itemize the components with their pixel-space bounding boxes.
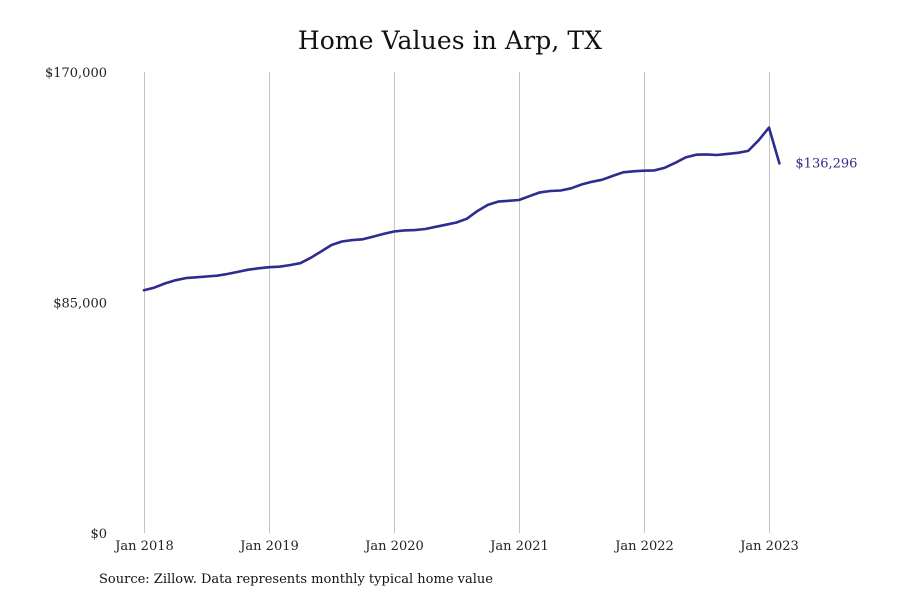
y-axis-tick-labels: $0 $85,000 $170,000 — [45, 66, 107, 542]
x-tick-label-0: Jan 2018 — [113, 539, 174, 554]
vertical-gridlines — [144, 72, 770, 533]
x-tick-label-5: Jan 2023 — [738, 539, 799, 554]
y-tick-label-2: $170,000 — [45, 66, 107, 81]
x-tick-label-1: Jan 2019 — [238, 539, 299, 554]
y-tick-label-0: $0 — [90, 527, 107, 542]
home-value-series: $136,296 — [142, 126, 857, 292]
y-tick-label-1: $85,000 — [53, 297, 107, 312]
series-line — [142, 126, 781, 292]
source-note: Source: Zillow. Data represents monthly … — [99, 572, 493, 587]
x-axis-tick-labels: Jan 2018 Jan 2019 Jan 2020 Jan 2021 Jan 2022… — [113, 539, 799, 554]
chart-title: Home Values in Arp, TX — [297, 26, 603, 55]
end-value-label: $136,296 — [795, 156, 857, 171]
x-tick-label-3: Jan 2021 — [488, 539, 549, 554]
x-tick-label-2: Jan 2020 — [363, 539, 424, 554]
x-tick-label-4: Jan 2022 — [613, 539, 674, 554]
